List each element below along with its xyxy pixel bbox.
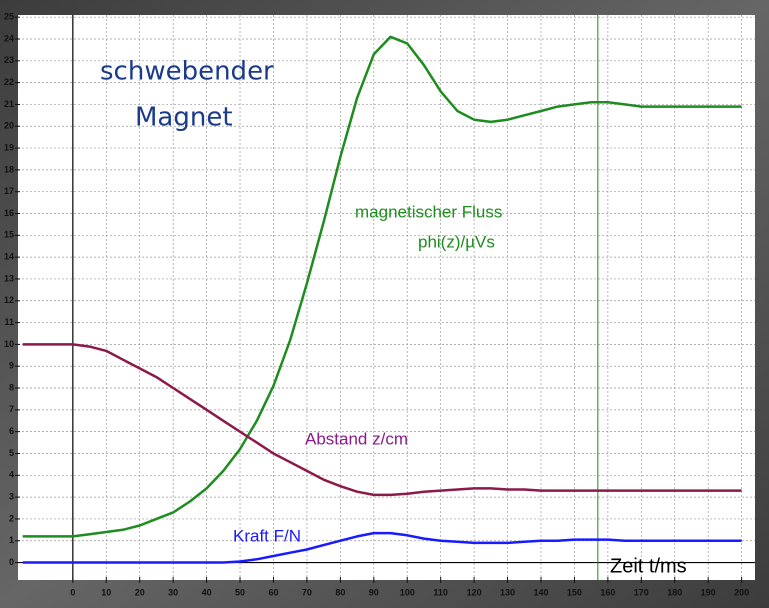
x-tick-label: 190	[701, 587, 716, 597]
series-line	[22, 343, 742, 497]
x-tick-label: 40	[202, 587, 212, 597]
plot-area	[18, 15, 755, 580]
x-tick-label: 60	[268, 587, 278, 597]
annotation: phi(z)/µVs	[418, 232, 495, 251]
annotation: Abstand z/cm	[305, 429, 408, 448]
y-tick-label: 0	[9, 557, 14, 567]
series-line	[22, 531, 742, 564]
x-tick-label: 10	[101, 587, 111, 597]
y-tick-label: 23	[4, 55, 14, 65]
y-tick-label: 9	[9, 361, 14, 371]
y-tick-label: 10	[4, 339, 14, 349]
y-tick-label: 5	[9, 448, 14, 458]
y-tick-label: 2	[9, 513, 14, 523]
y-tick-label: 25	[4, 12, 14, 22]
y-tick-label: 20	[4, 121, 14, 131]
y-tick-label: 4	[9, 470, 14, 480]
title: Magnet	[135, 103, 233, 133]
x-tick-label: 20	[135, 587, 145, 597]
y-tick-label: 3	[9, 491, 14, 501]
x-tick-label: 130	[500, 587, 515, 597]
x-tick-label: 50	[235, 587, 245, 597]
y-tick-label: 8	[9, 382, 14, 392]
x-tick-label: 80	[335, 587, 345, 597]
x-tick-label: 180	[667, 587, 682, 597]
x-tick-label: 170	[634, 587, 649, 597]
y-tick-label: 16	[4, 208, 14, 218]
annotation: Zeit t/ms	[610, 555, 687, 577]
x-tick-label: 110	[433, 587, 448, 597]
annotation: magnetischer Fluss	[355, 202, 502, 221]
annotation: Kraft F/N	[233, 526, 301, 545]
y-tick-label: 7	[9, 404, 14, 414]
x-tick-label: 100	[400, 587, 415, 597]
title: schwebender	[100, 57, 274, 87]
x-tick-label: 0	[70, 587, 75, 597]
x-tick-label: 70	[302, 587, 312, 597]
x-tick-label: 150	[567, 587, 582, 597]
y-tick-label: 17	[4, 186, 14, 196]
y-tick-label: 19	[4, 142, 14, 152]
x-tick-label: 120	[467, 587, 482, 597]
y-tick-label: 22	[4, 77, 14, 87]
y-tick-label: 13	[4, 273, 14, 283]
y-tick-label: 1	[9, 535, 14, 545]
y-tick-label: 24	[4, 33, 14, 43]
y-tick-label: 15	[4, 230, 14, 240]
x-tick-label: 200	[734, 587, 749, 597]
series-line	[22, 35, 742, 538]
y-tick-label: 6	[9, 426, 14, 436]
x-tick-label: 30	[168, 587, 178, 597]
x-tick-label: 90	[369, 587, 379, 597]
y-tick-label: 18	[4, 164, 14, 174]
x-tick-label: 140	[533, 587, 548, 597]
y-tick-label: 21	[4, 99, 14, 109]
x-tick-label: 160	[600, 587, 615, 597]
y-tick-label: 11	[4, 317, 14, 327]
y-tick-label: 12	[4, 295, 14, 305]
y-tick-label: 14	[4, 252, 14, 262]
